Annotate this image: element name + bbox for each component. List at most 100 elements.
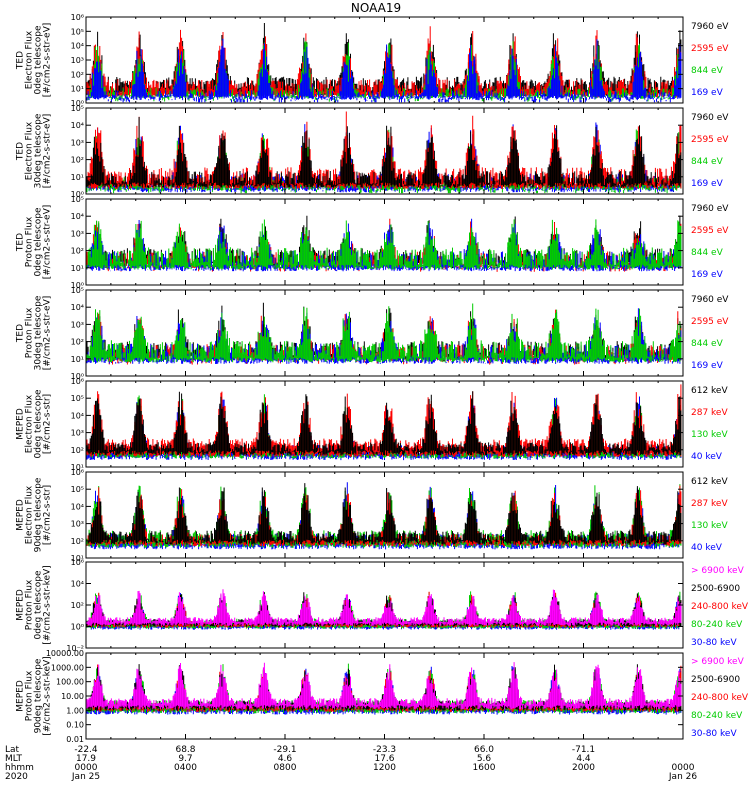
- y-axis-label-line: [#/cm2-s-str-keV]: [43, 565, 53, 644]
- y-tick-label: 10⁴: [71, 42, 84, 51]
- legend-entry: 7960 eV: [691, 113, 729, 123]
- y-tick-label: 10⁴: [71, 580, 84, 589]
- legend-entry: 2595 eV: [691, 317, 729, 327]
- y-tick-label: 10⁵: [71, 286, 84, 295]
- y-axis-label-line: 30deg telescope: [34, 295, 44, 370]
- y-axis-label-line: TED: [16, 142, 26, 161]
- y-tick-label: 10⁰: [71, 623, 84, 632]
- legend-entry: 240-800 keV: [691, 602, 749, 612]
- x-tick-mlt: 9.7: [178, 754, 192, 764]
- y-axis-label-line: 0deg telescope: [34, 389, 44, 459]
- legend-entry: 2595 eV: [691, 135, 729, 145]
- legend-entry: 169 eV: [691, 361, 724, 371]
- legend-entry: 130 keV: [691, 521, 728, 531]
- y-axis-label-line: 30deg telescope: [34, 113, 44, 188]
- y-axis-label-line: TED: [16, 324, 26, 343]
- x-tick-lat: -22.4: [74, 745, 98, 755]
- x-tick-hhmm: 0400: [174, 763, 197, 773]
- x-tick-hhmm: 0800: [274, 763, 297, 773]
- y-tick-label: 10²: [71, 247, 84, 256]
- y-tick-label: 10⁵: [71, 485, 84, 494]
- y-axis-label-line: 90deg telescope: [34, 658, 44, 733]
- panel-4: 10⁰ 10¹ 10² 10³ 10⁴ 10⁵ TEDProton Flux30deg te…: [16, 286, 730, 381]
- y-tick-label: 10³: [71, 520, 84, 529]
- y-tick-label: 10⁴: [71, 212, 84, 221]
- panel-2: 10⁰ 10¹ 10² 10³ 10⁴ 10⁵ TEDElectron Flux30deg …: [16, 104, 730, 199]
- series-trace-612-kev: [86, 483, 682, 545]
- series-trace--6900-kev: [86, 589, 682, 626]
- y-axis-label-line: MEPED: [16, 589, 26, 621]
- series-trace-7960-ev: [86, 117, 682, 189]
- y-tick-label: 10⁴: [71, 502, 84, 511]
- x-tick-lat: 66.0: [474, 745, 494, 755]
- legend-entry: 2500-6900: [691, 675, 740, 685]
- legend-entry: 287 keV: [691, 408, 728, 418]
- y-tick-label: 1.00: [66, 706, 84, 715]
- series-trace-612-kev: [86, 391, 682, 456]
- y-axis-label-line: Electron Flux: [25, 121, 35, 180]
- y-tick-label: 10¹: [71, 355, 84, 364]
- y-tick-label: 10¹: [71, 85, 84, 94]
- x-row-label: MLT: [5, 754, 23, 764]
- x-tick-hhmm: 0000: [672, 763, 695, 773]
- y-tick-label: 10⁶: [71, 468, 84, 477]
- y-axis-label-line: [#/cm2-s-str-keV]: [43, 656, 53, 735]
- legend-entry: 80-240 keV: [691, 620, 743, 630]
- y-tick-label: 10³: [71, 138, 84, 147]
- x-tick-mlt: 5.6: [477, 754, 492, 764]
- y-axis-label-line: MEPED: [16, 408, 26, 440]
- y-tick-label: 10²: [71, 601, 84, 610]
- legend-entry: 130 keV: [691, 430, 728, 440]
- x-tick-mlt: 4.4: [576, 754, 591, 764]
- y-axis-label-line: [#/cm2-s-str-eV]: [43, 114, 53, 189]
- y-axis-label-line: 0deg telescope: [34, 25, 44, 95]
- x-tick-date: Jan 25: [71, 772, 100, 782]
- y-tick-label: 100.00: [56, 678, 84, 687]
- legend-entry: 240-800 keV: [691, 693, 749, 703]
- y-tick-label: 10²: [71, 338, 84, 347]
- y-tick-label: 10²: [71, 156, 84, 165]
- legend-entry: 169 eV: [691, 88, 724, 98]
- y-tick-label: 10³: [71, 320, 84, 329]
- series-trace-844-ev: [86, 303, 682, 363]
- panel-8: 0.010.101.0010.00100.001000.0010000.00ME…: [16, 649, 749, 744]
- y-axis-label: MEPEDProton Flux90deg telescope[#/cm2-s-…: [16, 656, 53, 735]
- y-axis-label-line: [#/cm2-s-str]: [43, 394, 53, 454]
- series-trace--6900-kev: [86, 662, 682, 710]
- panel-4-traces: [86, 302, 682, 365]
- y-tick-label: 1000.00: [51, 663, 84, 672]
- y-tick-label: 10⁴: [71, 121, 84, 130]
- legend-entry: 30-80 keV: [691, 729, 737, 739]
- x-row-label: 2020: [5, 772, 28, 782]
- y-tick-label: 10⁴: [71, 411, 84, 420]
- panel-6: 10¹ 10² 10³ 10⁴ 10⁵ 10⁶ MEPEDElectron Flux90de…: [16, 468, 729, 563]
- y-tick-label: 10⁶: [71, 558, 84, 567]
- y-axis-label-line: [#/cm2-s-str]: [43, 485, 53, 545]
- x-tick-hhmm: 1600: [473, 763, 496, 773]
- y-tick-label: 10³: [71, 229, 84, 238]
- y-tick-label: 10¹: [71, 173, 84, 182]
- y-axis-label-line: MEPED: [16, 499, 26, 531]
- legend-entry: 844 eV: [691, 66, 724, 76]
- panel-3-traces: [86, 215, 682, 272]
- legend-entry: 40 keV: [691, 452, 723, 462]
- y-axis-label: TEDProton Flux0deg telescope[#/cm2-s-str…: [16, 205, 53, 280]
- y-axis-label-line: Proton Flux: [25, 670, 35, 721]
- y-tick-label: 10⁰: [71, 190, 84, 199]
- legend-entry: > 6900 keV: [691, 657, 745, 667]
- y-axis-label: MEPEDElectron Flux0deg telescope[#/cm2-s…: [16, 389, 53, 459]
- y-axis-label-line: Electron Flux: [25, 394, 35, 453]
- y-tick-label: 10⁵: [71, 394, 84, 403]
- y-tick-label: 10²: [71, 70, 84, 79]
- legend-entry: 287 keV: [691, 499, 728, 509]
- x-tick-lat: -23.3: [373, 745, 396, 755]
- y-tick-label: 10³: [71, 56, 84, 65]
- x-tick-lat: -29.1: [273, 745, 296, 755]
- x-tick-hhmm: 1200: [373, 763, 396, 773]
- x-tick-mlt: 17.6: [374, 754, 394, 764]
- legend-entry: 169 eV: [691, 270, 724, 280]
- y-axis-label-line: Proton Flux: [25, 216, 35, 267]
